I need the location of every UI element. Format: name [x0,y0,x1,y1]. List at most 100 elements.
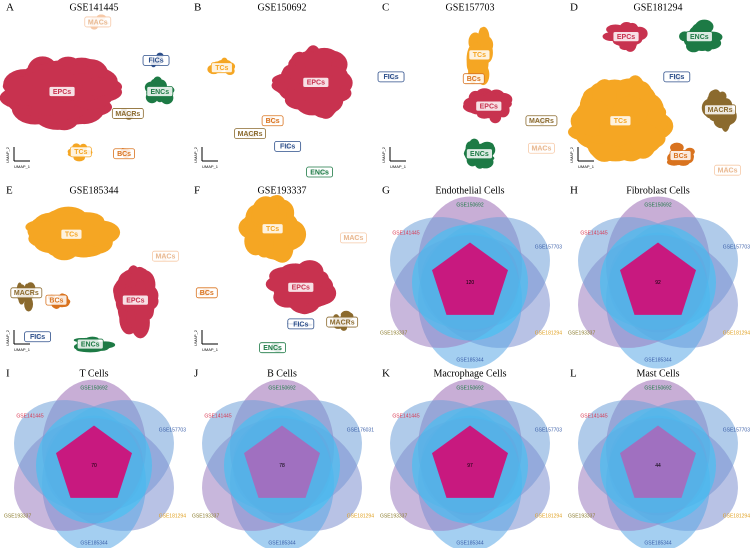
umap-axes [389,147,406,162]
cell-blob [670,142,684,153]
panel-letter: E [6,185,13,197]
cell-cluster [25,206,121,261]
cluster-label: TCs [215,65,228,72]
panel-letter: A [6,2,14,14]
venn-set-label: GSE193337 [380,330,407,336]
cell-blob [629,123,661,154]
cluster-label-box [261,115,284,127]
venn-set-label: GSE181294 [535,330,562,336]
venn-core [620,242,696,315]
venn-set-label: GSE157703 [723,427,750,433]
cluster-label-box [340,232,367,244]
venn-set-label: GSE193337 [568,513,595,519]
panel-letter: H [570,185,578,197]
cluster-label: BCs [200,290,214,297]
cluster-label-box [48,86,76,97]
cluster-label-box [612,31,640,43]
venn-panel: I T Cells 70 GSE141445 GSE150692 GSE157703 GSE… [4,368,186,552]
cluster-label-box [669,150,692,161]
venn-set-label: GSE157703 [535,244,562,250]
venn-set-label: GSE181294 [723,513,750,519]
panel-letter: F [194,185,200,197]
venn-set-label: GSE141445 [392,413,419,419]
cluster-label-box [84,16,112,28]
cluster-label-box [121,294,149,306]
panel-letter: B [194,2,201,14]
venn-set-label: GSE185344 [80,540,107,546]
cluster-label: EPCs [126,297,144,304]
panel-title: GSE150692 [258,2,307,13]
panel-title: Endothelial Cells [435,185,504,196]
panel-title: Mast Cells [636,368,679,379]
venn-set-label: GSE150692 [268,385,295,391]
cluster-label: FICs [280,144,295,151]
cluster-label: ENCs [470,151,489,158]
cluster-label: BCs [467,76,481,83]
cluster-label: TCs [266,226,279,233]
venn-set-label: GSE185344 [644,540,671,546]
panel-letter: I [6,368,10,380]
venn-set-label: GSE157703 [535,427,562,433]
umap-panel: C GSE157703 TCs BCs FICs EPCs MACRs MACs ENCs UMA… [377,2,558,169]
venn-set-label: GSE181294 [159,513,186,519]
cluster-label: FICs [30,334,45,341]
venn-set-label: GSE150692 [644,385,671,391]
cluster-label-box [377,71,405,83]
venn-core [432,425,508,498]
cluster-label: MACs [718,168,738,175]
cluster-label-box [146,86,174,97]
cluster-label-box [714,164,741,176]
cluster-label-box [306,166,333,178]
cluster-label-box [685,31,713,43]
venn-set-label: GSE141445 [16,413,43,419]
cluster-label-box [261,223,284,235]
cluster-label-box [704,104,736,116]
cluster-label-box [528,142,555,154]
cluster-label: FICs [293,321,308,328]
cluster-label-box [45,294,68,306]
cell-blob [258,235,274,255]
cluster-label: MACs [88,19,108,26]
cluster-label-box [69,146,92,158]
cluster-label-box [287,318,315,330]
venn-panel: L Mast Cells 44 GSE141445 GSE150692 GSE157703… [568,368,750,552]
venn-core [244,425,320,498]
cluster-label: ENCs [690,34,709,41]
venn-center-value: 70 [91,463,97,469]
panel-title: GSE157703 [446,2,495,13]
cluster-label: MACRs [14,290,39,297]
cell-blob [252,196,280,225]
venn-set-label: GSE157703 [723,244,750,250]
venn-center-value: 97 [467,463,473,469]
cell-blob [82,77,114,97]
cluster-label-box [210,62,233,74]
venn-set-label: GSE150692 [644,202,671,208]
cluster-label-box [468,49,491,61]
cell-cluster [238,194,307,263]
cluster-label-box [24,331,52,343]
venn-center-value: 120 [466,280,475,286]
venn-set-label: GSE150692 [456,385,483,391]
cluster-label: FICs [669,74,684,81]
panel-title: GSE193337 [258,185,307,196]
cluster-label-box [259,342,286,354]
cluster-label-box [609,115,632,127]
cell-blob [621,24,639,33]
panel-letter: K [382,368,390,380]
cell-blob [284,220,300,245]
cluster-label-box [113,148,135,160]
cell-blob [623,41,636,49]
venn-set-label: GSE185344 [268,540,295,546]
cluster-label: ENCs [150,89,169,96]
cluster-label-box [663,71,691,83]
cluster-label-box [111,108,144,119]
panel-title: GSE185344 [70,185,119,196]
cluster-label-box [234,128,266,139]
cluster-label-box [302,76,330,88]
umap-axes [201,330,218,345]
venn-center-value: 92 [655,280,661,286]
panel-title: T Cells [80,368,109,379]
panel-title: GSE181294 [634,2,683,13]
